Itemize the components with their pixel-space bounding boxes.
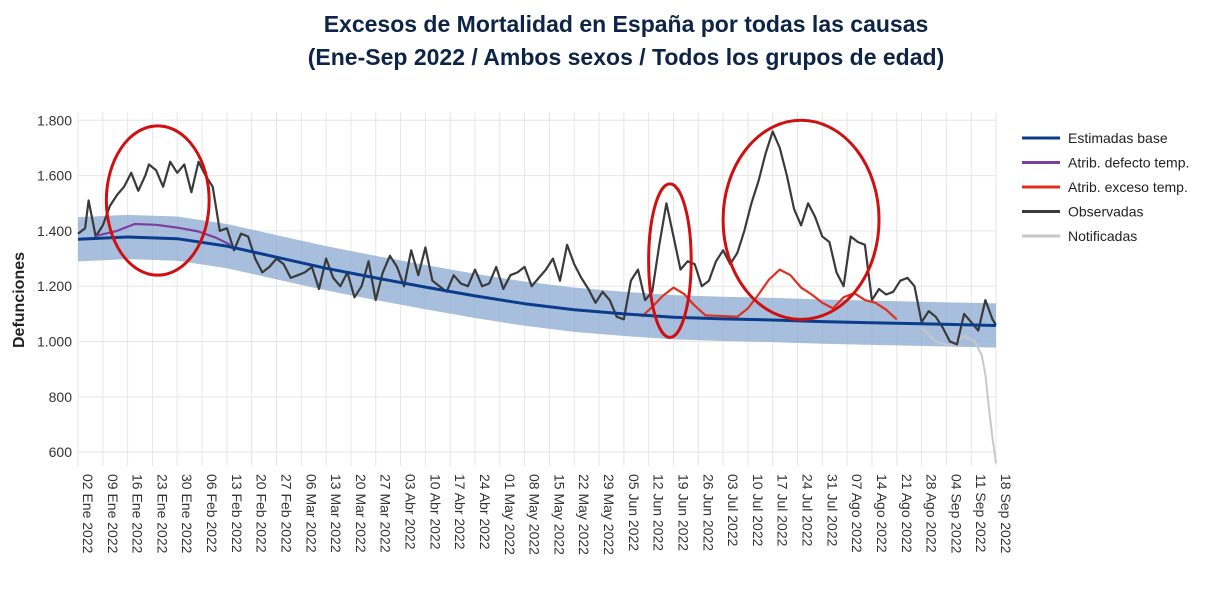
highlight-ellipse (647, 182, 693, 339)
series-line-estimadas-base (77, 235, 997, 327)
x-tick-label: 07 Ago 2022 (849, 474, 865, 553)
chart-title-line1: Excesos de Mortalidad en España por toda… (323, 11, 929, 37)
series-line-atrib-defecto-temp- (95, 222, 231, 246)
highlight-ellipses (104, 118, 881, 339)
x-tick-label: 19 Jun 2022 (675, 474, 691, 551)
y-tick-label: 800 (49, 389, 73, 405)
x-tick-label: 03 Jul 2022 (725, 474, 741, 547)
x-tick-label: 09 Ene 2022 (105, 474, 121, 554)
x-tick-label: 11 Sep 2022 (973, 474, 989, 553)
y-axis-label: Defunciones (11, 252, 28, 348)
x-tick-label: 06 Mar 2022 (303, 474, 319, 553)
x-tick-label: 18 Sep 2022 (998, 474, 1014, 554)
x-axis-ticks: 02 Ene 2022 09 Ene 2022 16 Ene 2022 23 Ene … (80, 474, 1014, 555)
x-tick-label: 23 Ene 2022 (154, 474, 170, 554)
highlight-ellipse (721, 118, 881, 321)
x-tick-label: 08 May 2022 (527, 474, 543, 555)
x-tick-label: 17 Jul 2022 (775, 474, 791, 547)
x-tick-label: 26 Jun 2022 (700, 474, 716, 551)
x-tick-label: 17 Abr 2022 (452, 474, 468, 550)
y-tick-label: 1.800 (37, 112, 72, 128)
y-axis-ticks: 600 800 1.000 1.200 1.400 1.600 1.800 (37, 112, 72, 460)
series-lines (77, 130, 997, 464)
x-tick-label: 15 May 2022 (551, 474, 567, 555)
x-tick-label: 05 Jun 2022 (626, 474, 642, 551)
x-tick-label: 22 May 2022 (576, 474, 592, 555)
x-tick-label: 24 Jul 2022 (800, 474, 816, 547)
y-tick-label: 1.000 (37, 334, 72, 350)
x-tick-label: 03 Abr 2022 (403, 474, 419, 550)
x-tick-label: 27 Feb 2022 (278, 474, 294, 553)
highlight-ellipse (104, 124, 211, 277)
x-tick-label: 20 Mar 2022 (353, 474, 369, 553)
x-tick-label: 29 May 2022 (601, 474, 617, 555)
y-tick-label: 1.600 (37, 168, 72, 184)
chart-title: Excesos de Mortalidad en España por toda… (0, 8, 1232, 74)
x-tick-label: 13 Feb 2022 (229, 474, 245, 553)
x-tick-label: 10 Abr 2022 (427, 474, 443, 550)
x-tick-label: 10 Jul 2022 (750, 474, 766, 547)
legend: Estimadas base Atrib. defecto temp. Atrib.… (1022, 130, 1189, 244)
series-line-atrib-exceso-temp- (640, 268, 898, 321)
x-tick-label: 14 Ago 2022 (874, 474, 890, 553)
legend-label: Atrib. exceso temp. (1068, 179, 1188, 195)
chart-title-line2: (Ene-Sep 2022 / Ambos sexos / Todos los … (307, 44, 945, 70)
y-tick-label: 600 (49, 444, 73, 460)
x-tick-label: 30 Ene 2022 (179, 474, 195, 554)
legend-label: Notificadas (1068, 228, 1137, 244)
x-tick-label: 24 Abr 2022 (477, 474, 493, 550)
x-tick-label: 01 May 2022 (502, 474, 518, 555)
x-tick-label: 28 Ago 2022 (924, 474, 940, 553)
legend-label: Observadas (1068, 204, 1143, 220)
legend-label: Atrib. defecto temp. (1068, 155, 1189, 171)
y-tick-label: 1.200 (37, 278, 72, 294)
x-tick-label: 27 Mar 2022 (378, 474, 394, 553)
x-tick-label: 12 Jun 2022 (651, 474, 667, 551)
x-tick-label: 04 Sep 2022 (948, 474, 964, 554)
x-tick-label: 13 Mar 2022 (328, 474, 344, 553)
confidence-band-area (78, 214, 996, 348)
x-tick-label: 31 Jul 2022 (824, 474, 840, 547)
x-tick-label: 21 Ago 2022 (899, 474, 915, 553)
confidence-band (78, 214, 996, 348)
x-tick-label: 20 Feb 2022 (254, 474, 270, 553)
series-line-notificadas (920, 326, 997, 464)
legend-label: Estimadas base (1068, 130, 1168, 146)
series-line-observadas (77, 130, 997, 346)
x-tick-label: 06 Feb 2022 (204, 474, 220, 553)
y-tick-label: 1.400 (37, 223, 72, 239)
x-tick-label: 16 Ene 2022 (130, 474, 146, 554)
x-tick-label: 02 Ene 2022 (80, 474, 96, 554)
